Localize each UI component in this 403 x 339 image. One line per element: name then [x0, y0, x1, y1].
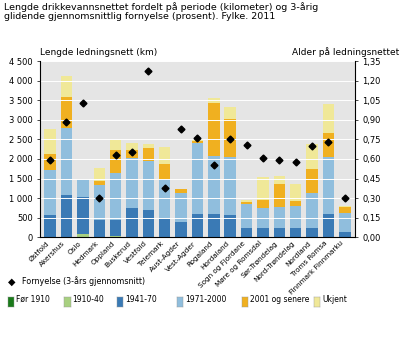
- Text: Lengde ledningsnett (km): Lengde ledningsnett (km): [40, 48, 158, 57]
- Bar: [208, 156, 220, 214]
- Bar: [306, 144, 318, 169]
- Bar: [77, 234, 89, 237]
- Bar: [44, 170, 56, 215]
- Bar: [241, 204, 252, 228]
- Bar: [290, 227, 301, 237]
- Text: Fornyelse (3-års gjennomsnitt): Fornyelse (3-års gjennomsnitt): [22, 276, 145, 286]
- Bar: [339, 205, 351, 207]
- Bar: [339, 232, 351, 237]
- Bar: [257, 200, 269, 207]
- Bar: [143, 161, 154, 210]
- Bar: [274, 184, 285, 207]
- Bar: [175, 222, 187, 237]
- Bar: [93, 181, 105, 185]
- Bar: [274, 176, 285, 184]
- Bar: [323, 157, 334, 214]
- Bar: [224, 215, 236, 237]
- Bar: [257, 207, 269, 228]
- Bar: [241, 228, 252, 237]
- Bar: [110, 236, 121, 237]
- Text: 2001 og senere: 2001 og senere: [250, 295, 309, 304]
- Bar: [126, 158, 138, 208]
- Bar: [61, 76, 72, 97]
- Bar: [224, 119, 236, 157]
- Bar: [306, 169, 318, 193]
- Bar: [93, 167, 105, 181]
- Bar: [61, 195, 72, 237]
- Text: ◆: ◆: [8, 276, 16, 286]
- Text: 1910-40: 1910-40: [73, 295, 104, 304]
- Bar: [241, 200, 252, 202]
- Text: Før 1910: Før 1910: [16, 295, 50, 304]
- Text: Ukjent: Ukjent: [322, 295, 347, 304]
- Bar: [143, 148, 154, 161]
- Bar: [126, 208, 138, 237]
- Bar: [159, 164, 170, 179]
- Bar: [323, 214, 334, 237]
- Text: Alder på ledningsnettet: Alder på ledningsnettet: [292, 47, 399, 57]
- Bar: [339, 207, 351, 213]
- Bar: [143, 210, 154, 237]
- Bar: [290, 206, 301, 227]
- Text: glidende gjennomsnittlig fornyelse (prosent). Fylke. 2011: glidende gjennomsnittlig fornyelse (pros…: [4, 12, 275, 21]
- Bar: [61, 128, 72, 195]
- Bar: [44, 129, 56, 154]
- Bar: [323, 104, 334, 134]
- Bar: [159, 179, 170, 219]
- Bar: [224, 107, 236, 119]
- Bar: [241, 202, 252, 204]
- Bar: [175, 189, 187, 193]
- Text: 1941-70: 1941-70: [125, 295, 157, 304]
- Bar: [192, 143, 203, 214]
- Bar: [110, 140, 121, 150]
- Bar: [44, 154, 56, 170]
- Bar: [192, 139, 203, 141]
- Bar: [306, 228, 318, 237]
- Bar: [192, 214, 203, 237]
- Bar: [159, 219, 170, 237]
- Bar: [224, 157, 236, 215]
- Text: Lengde drikkevannsnettet fordelt på periode (kilometer) og 3-årig: Lengde drikkevannsnettet fordelt på peri…: [4, 2, 318, 12]
- Bar: [257, 228, 269, 237]
- Bar: [290, 201, 301, 206]
- Bar: [339, 213, 351, 232]
- Bar: [44, 215, 56, 237]
- Bar: [77, 197, 89, 234]
- Bar: [93, 185, 105, 220]
- Bar: [274, 227, 285, 237]
- Bar: [306, 193, 318, 228]
- Bar: [159, 147, 170, 164]
- Bar: [126, 143, 138, 150]
- Bar: [274, 207, 285, 227]
- Bar: [257, 177, 269, 200]
- Bar: [126, 150, 138, 158]
- Bar: [208, 103, 220, 156]
- Bar: [110, 150, 121, 174]
- Bar: [110, 174, 121, 220]
- Bar: [77, 179, 89, 197]
- Bar: [192, 141, 203, 143]
- Bar: [61, 97, 72, 128]
- Bar: [208, 98, 220, 103]
- Bar: [143, 144, 154, 148]
- Text: 1971-2000: 1971-2000: [185, 295, 227, 304]
- Bar: [208, 214, 220, 237]
- Bar: [290, 184, 301, 201]
- Bar: [323, 134, 334, 157]
- Bar: [93, 220, 105, 237]
- Bar: [175, 193, 187, 222]
- Bar: [110, 220, 121, 236]
